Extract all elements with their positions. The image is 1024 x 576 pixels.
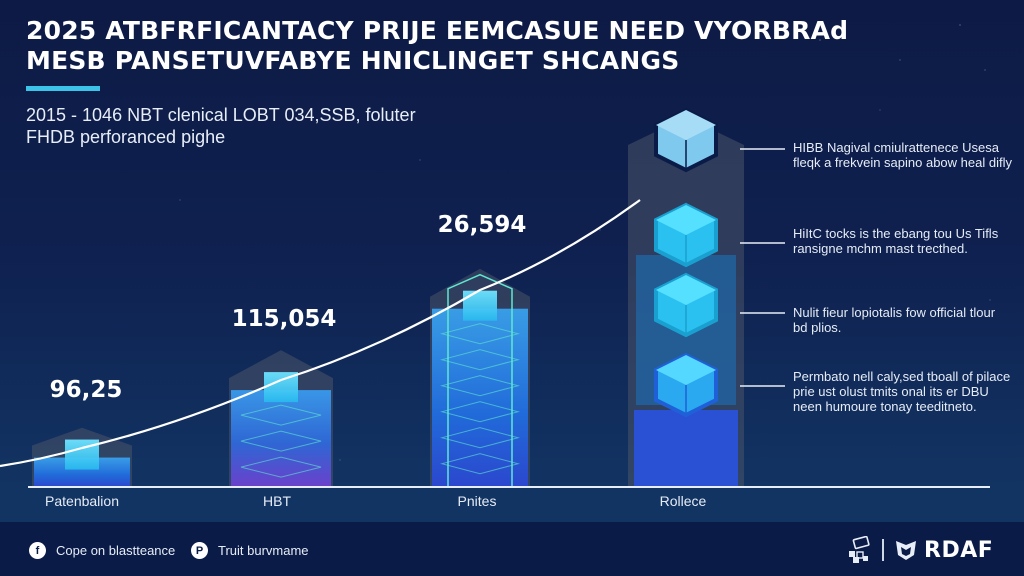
annotation-text: HIBB Nagival cmiulrattenece Usesa fleqk …: [793, 140, 1012, 170]
bar-body: [231, 390, 331, 487]
brand-logo: RDAF: [846, 530, 993, 570]
bar-chevron: [440, 401, 520, 423]
footer-link-chat[interactable]: P Truit burvmame: [191, 542, 309, 559]
title-accent-bar: [26, 86, 100, 91]
cube-top-face: [656, 355, 716, 385]
bar-chevron: [440, 323, 520, 345]
bar-chevron: [240, 430, 322, 452]
bar-chevron: [240, 404, 322, 426]
blocks-icon: [849, 536, 870, 563]
bar: [628, 107, 744, 487]
trend-line: [0, 199, 641, 468]
cube-top-face: [656, 205, 716, 235]
bar-chevron: [440, 349, 520, 371]
bar-body: [634, 410, 738, 487]
brand-separator: [882, 539, 884, 561]
footer-link-label: Truit burvmame: [218, 543, 309, 558]
annotation-text: Nulit fieur lopiotalis fow official tlou…: [793, 305, 996, 335]
bar-chevron: [440, 375, 520, 397]
annotation-text: HiItC tocks is the ebang tou Us Tifls ra…: [793, 226, 999, 256]
cube-top-face: [656, 275, 716, 305]
value-label: 26,594: [437, 212, 527, 238]
footer-link-facebook[interactable]: f Cope on blastteance: [29, 542, 175, 559]
category-label: Patenbalion: [45, 493, 119, 509]
chart-subtitle: 2015 - 1046 NBT clenical LOBT 034,SSB, f…: [26, 105, 416, 147]
category-label: HBT: [263, 493, 291, 509]
chart-title: 2025 ATBFRFICANTACY PRIJE EEMCASUE NEED …: [26, 16, 849, 75]
brand-name: RDAF: [924, 537, 994, 563]
footer-link-label: Cope on blastteance: [56, 543, 176, 558]
bar-chevron: [440, 453, 520, 475]
facebook-icon: f: [29, 542, 46, 559]
bar-chevron: [240, 456, 322, 478]
footer: [0, 522, 1024, 576]
bar-body: [432, 308, 528, 487]
value-label: 96,25: [49, 377, 123, 403]
cube-top-face: [656, 110, 716, 140]
bar-outline: [447, 273, 513, 487]
category-label: Rollece: [659, 493, 707, 509]
value-label: 115,054: [231, 306, 337, 332]
bar-chevron: [440, 427, 520, 449]
bar: [229, 350, 333, 487]
category-label: Pnites: [457, 493, 497, 509]
annotation-text: Permbato nell caly,sed tboall of pilace …: [793, 369, 1011, 414]
bar: [430, 268, 530, 487]
chat-icon: P: [191, 542, 208, 559]
shield-logo-icon: [896, 541, 916, 560]
bar-cube: [463, 290, 497, 321]
